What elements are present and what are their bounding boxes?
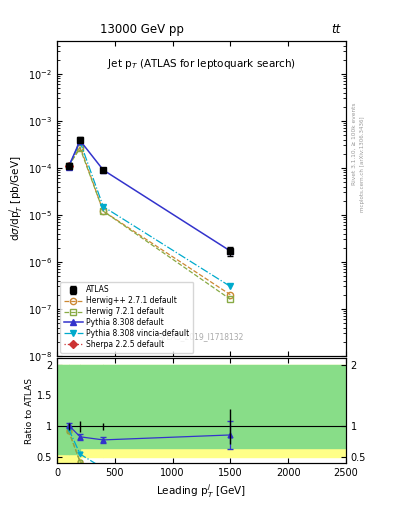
Herwig++ 2.7.1 default: [78, 144, 83, 150]
Herwig++ 2.7.1 default: [66, 163, 71, 169]
Pythia 8.308 default: [101, 167, 106, 173]
Text: ATLAS_2019_I1718132: ATLAS_2019_I1718132: [158, 332, 244, 342]
Y-axis label: d$\sigma$/dp$_T^j$ [pb/GeV]: d$\sigma$/dp$_T^j$ [pb/GeV]: [7, 156, 25, 241]
Text: Jet p$_T$ (ATLAS for leptoquark search): Jet p$_T$ (ATLAS for leptoquark search): [107, 57, 296, 71]
Herwig 7.2.1 default: [101, 208, 106, 214]
Herwig++ 2.7.1 default: [101, 208, 106, 214]
Herwig++ 2.7.1 default: [228, 292, 233, 298]
Legend: ATLAS, Herwig++ 2.7.1 default, Herwig 7.2.1 default, Pythia 8.308 default, Pythi: ATLAS, Herwig++ 2.7.1 default, Herwig 7.…: [60, 282, 193, 353]
Herwig 7.2.1 default: [228, 296, 233, 302]
Text: mcplots.cern.ch [arXiv:1306.3436]: mcplots.cern.ch [arXiv:1306.3436]: [360, 116, 365, 211]
Text: 13000 GeV pp: 13000 GeV pp: [100, 23, 184, 36]
Herwig 7.2.1 default: [66, 163, 71, 169]
Pythia 8.308 vincia-default: [78, 139, 83, 145]
Line: Pythia 8.308 vincia-default: Pythia 8.308 vincia-default: [65, 139, 233, 289]
Line: Herwig++ 2.7.1 default: Herwig++ 2.7.1 default: [65, 144, 233, 298]
Pythia 8.308 default: [78, 138, 83, 144]
Pythia 8.308 vincia-default: [228, 283, 233, 289]
Pythia 8.308 vincia-default: [66, 164, 71, 170]
Text: Rivet 3.1.10, ≥ 100k events: Rivet 3.1.10, ≥ 100k events: [352, 102, 357, 185]
Pythia 8.308 default: [228, 248, 233, 254]
Pythia 8.308 vincia-default: [101, 203, 106, 209]
X-axis label: Leading p$_T^j$ [GeV]: Leading p$_T^j$ [GeV]: [156, 482, 246, 500]
Text: tt: tt: [331, 23, 340, 36]
Line: Pythia 8.308 default: Pythia 8.308 default: [65, 137, 233, 254]
Y-axis label: Ratio to ATLAS: Ratio to ATLAS: [25, 378, 34, 444]
Pythia 8.308 default: [66, 164, 71, 170]
Herwig 7.2.1 default: [78, 145, 83, 152]
Line: Herwig 7.2.1 default: Herwig 7.2.1 default: [65, 145, 233, 303]
